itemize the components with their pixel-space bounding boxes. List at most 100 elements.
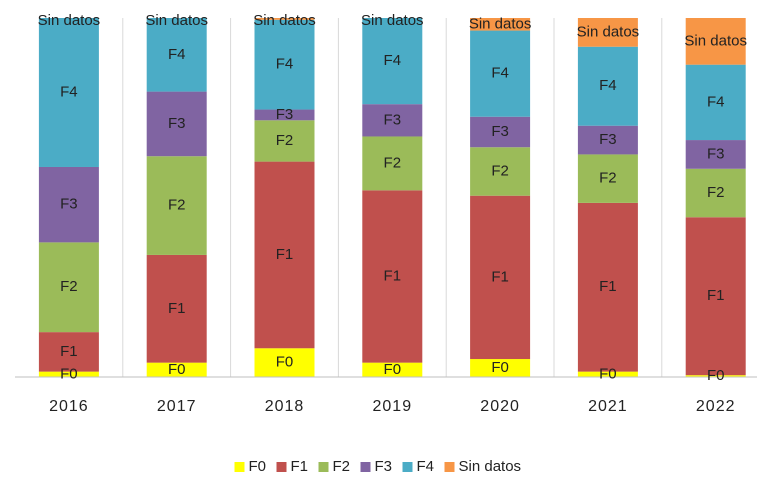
segment-label: F2 (491, 162, 509, 179)
legend-label: F2 (333, 458, 351, 475)
segment-label: F1 (384, 267, 402, 284)
bar-segment (470, 359, 531, 377)
bar-segment (362, 362, 423, 377)
segment-label: Sin datos (684, 32, 747, 49)
bar-segment (38, 371, 99, 377)
segment-label: F0 (168, 361, 186, 378)
bar-segment (577, 125, 638, 155)
x-tick-label: 2019 (373, 398, 413, 415)
bar-segment (146, 18, 207, 92)
segment-label: F3 (276, 106, 294, 123)
bar-segment (38, 332, 99, 372)
segment-label: Sin datos (38, 12, 101, 29)
segment-label: F3 (168, 115, 186, 132)
x-tick-label: 2017 (157, 398, 197, 415)
bar-segment (362, 104, 423, 137)
segment-label: F4 (491, 65, 509, 82)
segment-label: F2 (599, 170, 617, 187)
bar-segment (254, 109, 315, 121)
segment-label: F2 (384, 154, 402, 171)
legend-label: F1 (291, 458, 309, 475)
bar-segment (254, 18, 315, 20)
x-tick-label: 2022 (696, 398, 736, 415)
bar-segment (470, 147, 531, 196)
legend-swatch (402, 462, 413, 472)
x-tick-label: 2020 (480, 398, 520, 415)
segment-label: Sin datos (469, 15, 532, 32)
segment-label: F1 (707, 287, 725, 304)
bar-segment (685, 64, 746, 141)
segment-label: F0 (491, 359, 509, 376)
bar-segment (685, 168, 746, 218)
legend: F0 F1 F2 F3 F4 Sin datos (234, 458, 522, 475)
bar-segment (146, 91, 207, 157)
bar-segment (146, 362, 207, 377)
bar-segment (577, 371, 638, 377)
bar-segment (254, 348, 315, 377)
bar-segment (254, 120, 315, 162)
segment-label: F3 (384, 111, 402, 128)
bar-segment (470, 195, 531, 360)
bar-segment (470, 18, 531, 31)
bar-segment (146, 156, 207, 255)
bar-segment (362, 18, 423, 105)
bar-segment (470, 116, 531, 148)
segment-label: F3 (60, 196, 78, 213)
x-tick-label: 2021 (588, 398, 628, 415)
bar-segment (685, 140, 746, 169)
bar-segment (38, 166, 99, 243)
bar-segment (577, 154, 638, 203)
segment-label: F2 (707, 184, 725, 201)
segment-label: Sin datos (577, 23, 640, 40)
legend-swatch (276, 462, 287, 472)
segment-label: F0 (707, 367, 725, 384)
bar-segment (38, 18, 99, 167)
legend-swatch (444, 462, 455, 472)
segment-label: F3 (599, 131, 617, 148)
segment-label: Sin datos (253, 12, 316, 29)
segment-label: F0 (384, 361, 402, 378)
bar-segment (577, 202, 638, 372)
segment-label: F4 (168, 46, 186, 63)
legend-swatch (318, 462, 329, 472)
bar-segment (38, 242, 99, 333)
segment-label: Sin datos (361, 12, 424, 29)
segment-label: F2 (168, 197, 186, 214)
segment-label: F3 (707, 145, 725, 162)
x-tick-label: 2016 (49, 398, 89, 415)
segment-label: F0 (276, 354, 294, 371)
legend-label: F0 (249, 458, 267, 475)
legend-swatch (234, 462, 245, 472)
segment-label: F4 (599, 77, 617, 94)
segment-label: F4 (707, 93, 725, 110)
segment-label: F1 (276, 246, 294, 263)
x-tick-label: 2018 (265, 398, 305, 415)
segment-label: F1 (60, 343, 78, 360)
segment-label: F4 (384, 52, 402, 69)
segment-label: F4 (276, 56, 294, 73)
legend-label: F3 (375, 458, 393, 475)
bar-segment (685, 217, 746, 376)
segment-label: F0 (599, 365, 617, 382)
bar-segment (470, 30, 531, 117)
segment-label: F2 (60, 278, 78, 295)
segment-label: F1 (491, 268, 509, 285)
segment-label: F4 (60, 83, 78, 100)
legend-label: Sin datos (459, 458, 522, 475)
bar-segment (254, 19, 315, 110)
bar-segment (685, 375, 746, 377)
bar-segment (577, 46, 638, 126)
segment-label: Sin datos (145, 12, 208, 29)
legend-swatch (360, 462, 371, 472)
segment-label: F3 (491, 123, 509, 140)
segment-label: F0 (60, 365, 78, 382)
segment-label: F2 (276, 132, 294, 149)
segment-label: F1 (168, 300, 186, 317)
bar-segment (577, 18, 638, 47)
bar-segment (254, 161, 315, 349)
legend-label: F4 (417, 458, 435, 475)
bar-segment (362, 190, 423, 363)
bar-segment (362, 136, 423, 191)
segment-label: F1 (599, 278, 617, 295)
